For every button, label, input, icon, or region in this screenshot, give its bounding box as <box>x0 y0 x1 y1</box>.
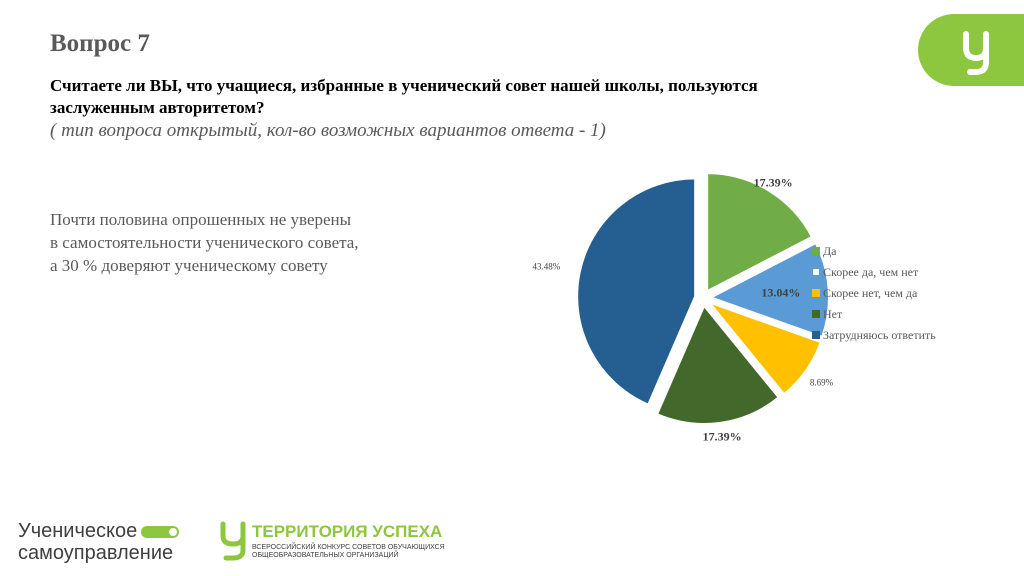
legend-label: Скорее нет, чем да <box>823 286 918 300</box>
data-label-rather-yes: 13.04% <box>761 286 800 300</box>
pie-slice-unsure <box>576 177 697 406</box>
logo1-line2: самоуправление <box>18 542 174 564</box>
logo-student-government: Ученическое самоуправление <box>18 520 180 564</box>
u-letter-icon <box>220 521 246 561</box>
pie-slice-no <box>655 304 781 425</box>
logo2-title: ТЕРРИТОРИЯ УСПЕХА <box>252 522 443 541</box>
legend-item: Да <box>812 244 953 258</box>
legend-item: Скорее да, чем нет <box>812 265 953 279</box>
pie-slice-rather-no <box>706 300 823 396</box>
data-label-rather-no: 8.69% <box>810 378 834 388</box>
summary-line: в самостоятельности ученического совета, <box>50 233 359 252</box>
legend-swatch-unsure <box>812 331 820 339</box>
legend-swatch-rather-no <box>812 289 820 297</box>
logo2-sub1: ВСЕРОССИЙСКИЙ КОНКУРС СОВЕТОВ ОБУЧАЮЩИХС… <box>252 544 445 551</box>
pie-slice-yes <box>706 172 814 293</box>
legend-item: Затрудняюсь ответить <box>812 328 953 342</box>
legend-label: Да <box>823 244 837 258</box>
chart-legend: Да Скорее да, чем нет Скорее нет, чем да… <box>812 244 953 349</box>
legend-item: Нет <box>812 307 953 321</box>
legend-swatch-yes <box>812 247 820 255</box>
logo2-sub2: ОБЩЕОБРАЗОВАТЕЛЬНЫХ ОРГАНИЗАЦИЙ <box>252 552 399 559</box>
legend-swatch-no <box>812 310 820 318</box>
data-label-unsure: 43.48% <box>532 261 560 271</box>
legend-label: Затрудняюсь ответить <box>823 328 936 342</box>
legend-item: Скорее нет, чем да <box>812 286 953 300</box>
legend-swatch-rather-yes <box>812 268 820 276</box>
data-label-no: 17.39% <box>703 430 742 444</box>
summary-text: Почти половина опрошенных не уверены в с… <box>50 208 430 277</box>
data-label-yes: 17.39% <box>754 176 793 190</box>
summary-line: а 30 % доверяют ученическому совету <box>50 256 328 275</box>
question-text: Считаете ли ВЫ, что учащиеся, избранные … <box>50 76 758 117</box>
summary-line: Почти половина опрошенных не уверены <box>50 210 352 229</box>
logo1-line1: Ученическое <box>18 520 138 542</box>
toggle-icon <box>141 525 180 538</box>
corner-logo-icon <box>918 14 1024 86</box>
legend-label: Скорее да, чем нет <box>823 265 919 279</box>
legend-label: Нет <box>823 307 843 321</box>
question-type: ( тип вопроса открытый, кол-во возможных… <box>50 120 606 141</box>
slide-title: Вопрос 7 <box>50 30 150 57</box>
